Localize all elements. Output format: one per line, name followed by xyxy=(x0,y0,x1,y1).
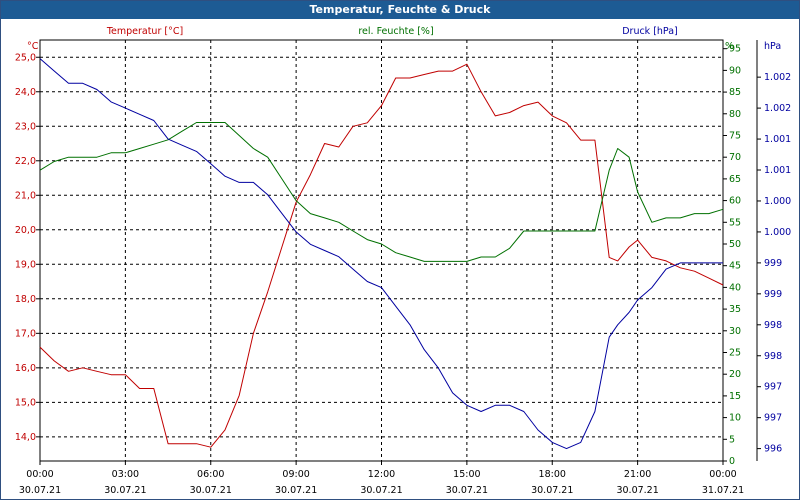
humidity-tick-label: 95 xyxy=(729,44,741,55)
x-tick-time: 21:00 xyxy=(624,469,651,480)
pressure-unit-label: hPa xyxy=(764,41,781,52)
pressure-tick-label: 999 xyxy=(764,258,782,269)
temperature-line xyxy=(39,63,724,448)
x-tick-date: 30.07.21 xyxy=(616,485,658,496)
grid xyxy=(40,40,723,461)
x-tick-time: 00:00 xyxy=(709,469,736,480)
pressure-tick-label: 999 xyxy=(764,289,782,300)
temperature-tick-label: 14,0 xyxy=(15,432,36,443)
legend-pressure: Druck [hPa] xyxy=(622,26,678,37)
temperature-tick-label: 25,0 xyxy=(15,52,36,63)
temperature-tick-label: 17,0 xyxy=(15,328,36,339)
pressure-tick-label: 997 xyxy=(764,413,782,424)
temperature-unit-label: °C xyxy=(27,41,39,52)
humidity-tick-label: 15 xyxy=(729,391,741,402)
pressure-tick-label: 996 xyxy=(764,444,782,455)
humidity-tick-label: 75 xyxy=(729,130,741,141)
x-tick-date: 30.07.21 xyxy=(360,485,402,496)
humidity-tick-label: 40 xyxy=(729,282,741,293)
pressure-tick-label: 997 xyxy=(764,382,782,393)
axes xyxy=(36,39,761,465)
pressure-tick-label: 1.000 xyxy=(764,196,791,207)
humidity-unit-label: % xyxy=(725,41,734,52)
x-tick-time: 06:00 xyxy=(197,469,224,480)
x-tick-date: 30.07.21 xyxy=(446,485,488,496)
temperature-tick-label: 24,0 xyxy=(15,87,36,98)
pressure-tick-label: 998 xyxy=(764,320,782,331)
humidity-tick-label: 35 xyxy=(729,304,741,315)
pressure-tick-label: 1.000 xyxy=(764,227,791,238)
pressure-tick-label: 998 xyxy=(764,351,782,362)
humidity-tick-label: 25 xyxy=(729,347,741,358)
x-tick-date: 31.07.21 xyxy=(702,485,744,496)
x-tick-date: 30.07.21 xyxy=(19,485,61,496)
humidity-tick-label: 20 xyxy=(729,369,741,380)
x-tick-date: 30.07.21 xyxy=(104,485,146,496)
temperature-tick-label: 19,0 xyxy=(15,259,36,270)
pressure-tick-label: 1.001 xyxy=(764,134,791,145)
legend-temperature: Temperatur [°C] xyxy=(106,26,183,37)
temperature-tick-label: 22,0 xyxy=(15,156,36,167)
humidity-tick-label: 90 xyxy=(729,65,741,76)
labels: Temperatur [°C] rel. Feuchte [%] Druck [… xyxy=(15,26,791,496)
x-tick-date: 30.07.21 xyxy=(275,485,317,496)
humidity-tick-label: 45 xyxy=(729,261,741,272)
humidity-tick-label: 30 xyxy=(729,326,741,337)
x-tick-date: 30.07.21 xyxy=(190,485,232,496)
humidity-tick-label: 70 xyxy=(729,152,741,163)
x-tick-time: 18:00 xyxy=(539,469,566,480)
humidity-tick-label: 50 xyxy=(729,239,741,250)
legend-humidity: rel. Feuchte [%] xyxy=(358,26,433,37)
temperature-tick-label: 15,0 xyxy=(15,397,36,408)
temperature-tick-label: 18,0 xyxy=(15,294,36,305)
temperature-tick-label: 21,0 xyxy=(15,190,36,201)
temperature-tick-label: 20,0 xyxy=(15,225,36,236)
series-layer xyxy=(39,58,724,450)
x-tick-time: 09:00 xyxy=(282,469,309,480)
pressure-tick-label: 1.001 xyxy=(764,165,791,176)
x-tick-date: 30.07.21 xyxy=(531,485,573,496)
humidity-tick-label: 55 xyxy=(729,217,741,228)
x-tick-time: 03:00 xyxy=(112,469,139,480)
pressure-line xyxy=(39,58,723,450)
humidity-tick-label: 80 xyxy=(729,109,741,120)
x-tick-time: 00:00 xyxy=(26,469,53,480)
x-tick-time: 12:00 xyxy=(368,469,395,480)
pressure-tick-label: 1.002 xyxy=(764,103,791,114)
humidity-line xyxy=(39,122,724,262)
temperature-tick-label: 16,0 xyxy=(15,363,36,374)
x-tick-time: 15:00 xyxy=(453,469,480,480)
chart-title: Temperatur, Feuchte & Druck xyxy=(1,1,799,19)
humidity-tick-label: 10 xyxy=(729,413,741,424)
humidity-tick-label: 5 xyxy=(729,434,735,445)
humidity-tick-label: 60 xyxy=(729,196,741,207)
pressure-tick-label: 1.002 xyxy=(764,72,791,83)
humidity-tick-label: 85 xyxy=(729,87,741,98)
humidity-tick-label: 0 xyxy=(729,456,735,467)
humidity-tick-label: 65 xyxy=(729,174,741,185)
temperature-tick-label: 23,0 xyxy=(15,121,36,132)
